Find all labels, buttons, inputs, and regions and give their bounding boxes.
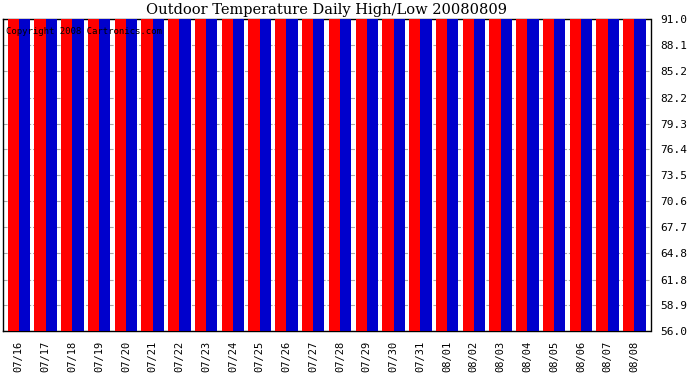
Bar (179, 0, 190, 331)
Bar (420, 0, 431, 331)
Text: Copyright 2008 Cartronics.com: Copyright 2008 Cartronics.com (6, 27, 162, 36)
Bar (259, 0, 271, 331)
Bar (248, 0, 259, 331)
Bar (570, 0, 581, 331)
Bar (436, 0, 447, 331)
Bar (543, 0, 554, 331)
Bar (489, 0, 501, 331)
Bar (447, 0, 458, 331)
Bar (409, 0, 420, 331)
Bar (275, 0, 286, 331)
Bar (195, 0, 206, 331)
Bar (19, 0, 30, 331)
Bar (313, 0, 324, 331)
Bar (302, 0, 313, 331)
Bar (608, 0, 619, 331)
Bar (393, 0, 405, 331)
Bar (474, 0, 485, 331)
Bar (34, 0, 46, 331)
Bar (126, 0, 137, 331)
Bar (554, 0, 565, 331)
Bar (516, 0, 527, 331)
Bar (462, 0, 474, 331)
Bar (8, 0, 19, 331)
Bar (46, 0, 57, 331)
Bar (168, 0, 179, 331)
Bar (623, 0, 634, 331)
Bar (206, 0, 217, 331)
Bar (382, 0, 393, 331)
Bar (221, 0, 233, 331)
Bar (501, 0, 512, 331)
Bar (527, 0, 539, 331)
Bar (581, 0, 592, 331)
Bar (61, 0, 72, 331)
Bar (99, 0, 110, 331)
Bar (88, 0, 99, 331)
Bar (115, 0, 126, 331)
Bar (367, 0, 378, 331)
Bar (340, 0, 351, 331)
Bar (286, 0, 297, 331)
Bar (328, 0, 340, 331)
Bar (72, 0, 83, 331)
Bar (233, 0, 244, 331)
Bar (634, 0, 646, 331)
Bar (596, 0, 608, 331)
Bar (355, 0, 367, 331)
Bar (141, 0, 152, 331)
Title: Outdoor Temperature Daily High/Low 20080809: Outdoor Temperature Daily High/Low 20080… (146, 3, 507, 17)
Bar (152, 0, 164, 331)
